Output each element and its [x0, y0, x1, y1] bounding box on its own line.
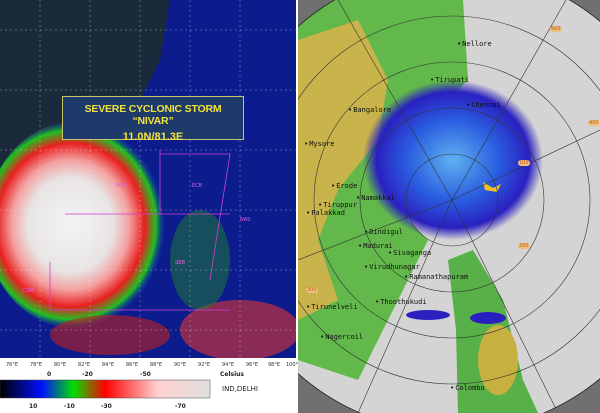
city-label: Nagercoil — [320, 333, 363, 341]
region-label: NAS — [240, 217, 251, 223]
range-ring-label: 500 — [550, 26, 562, 32]
longitude-tick: 90°E — [174, 362, 187, 368]
longitude-tick: 80°E — [54, 362, 67, 368]
range-ring-label: 100 — [518, 160, 530, 166]
city-label: Erode — [331, 182, 357, 190]
city-label: Colombo — [450, 384, 485, 392]
longitude-tick: 84°E — [102, 362, 115, 368]
region-label: SBB — [175, 260, 186, 266]
city-label: Virudhunagar — [364, 263, 420, 271]
longitude-tick: 96°E — [246, 362, 259, 368]
city-label: Sivaganga — [388, 249, 431, 257]
range-ring-label: 300 — [306, 287, 318, 293]
city-label: Chennai — [466, 101, 501, 109]
colorbar-label: -30 — [101, 403, 112, 410]
colorbar-unit: Celsius — [220, 371, 244, 378]
city-label: Tirupati — [430, 76, 469, 84]
city-label: Palakkad — [306, 209, 345, 217]
colorbar-label: -20 — [82, 371, 93, 378]
city-label: Ramanathapuram — [404, 273, 468, 281]
region-label: ECB — [192, 183, 203, 189]
colorbar-label: -50 — [140, 371, 151, 378]
city-label: Mysore — [304, 140, 334, 148]
storm-title: SEVERE CYCLONIC STORM “NIVAR” — [84, 103, 222, 127]
longitude-tick: 86°E — [126, 362, 139, 368]
city-label: Nellore — [457, 40, 492, 48]
satellite-image-panel: SEVERE CYCLONIC STORM “NIVAR” 11.0N/81.3… — [0, 0, 301, 413]
city-label: Namakkal — [356, 194, 395, 202]
longitude-tick: 92°E — [198, 362, 211, 368]
city-label: Dindigul — [364, 228, 403, 236]
longitude-tick: 78°E — [30, 362, 43, 368]
satellite-infrared-map — [0, 0, 300, 413]
range-ring-label: 400 — [588, 120, 600, 126]
colorbar-label: -70 — [175, 403, 186, 410]
longitude-tick: 98°E — [268, 362, 281, 368]
city-label: Tiruppur — [318, 201, 357, 209]
longitude-tick: 82°E — [78, 362, 91, 368]
city-label: Madurai — [358, 242, 393, 250]
storm-position: 11.0N/81.3E — [122, 131, 184, 143]
colorbar-label: 10 — [29, 403, 38, 410]
storm-title-box: SEVERE CYCLONIC STORM “NIVAR” 11.0N/81.3… — [62, 96, 244, 143]
region-label: COM — [22, 288, 34, 294]
colorbar-label: -10 — [64, 403, 75, 410]
region-label: WCB — [116, 183, 128, 189]
longitude-tick: 100°E — [286, 362, 302, 368]
range-ring-label: 200 — [518, 243, 530, 249]
longitude-tick: 76°E — [6, 362, 19, 368]
city-label: Tirunelveli — [306, 303, 357, 311]
longitude-tick: 88°E — [150, 362, 163, 368]
radar-image-panel: 100 200 300 400 500 Nellore Tirupati Ban… — [219, 0, 600, 413]
data-source-label: IND,DELHI — [222, 385, 258, 393]
colorbar-label: 0 — [47, 371, 52, 378]
city-label: Bangalore — [348, 106, 391, 114]
city-label: Thoothukudi — [375, 298, 426, 306]
longitude-tick: 94°E — [222, 362, 235, 368]
